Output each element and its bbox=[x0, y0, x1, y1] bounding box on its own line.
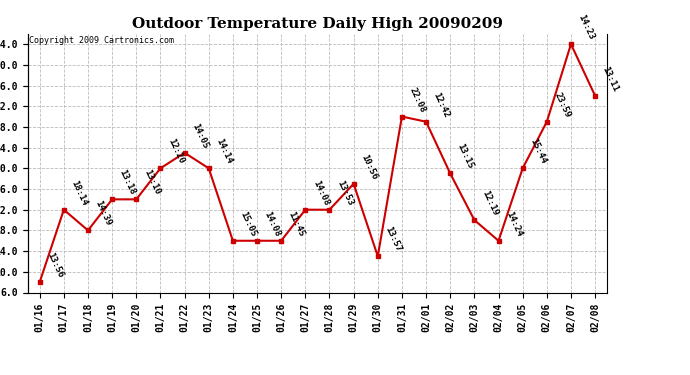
Text: 14:08: 14:08 bbox=[311, 179, 331, 207]
Text: 11:45: 11:45 bbox=[287, 210, 306, 238]
Text: 18:14: 18:14 bbox=[70, 179, 89, 207]
Text: 22:08: 22:08 bbox=[408, 86, 427, 114]
Text: 14:23: 14:23 bbox=[577, 13, 596, 41]
Text: 14:05: 14:05 bbox=[190, 122, 210, 150]
Text: 14:08: 14:08 bbox=[263, 210, 282, 238]
Text: 13:57: 13:57 bbox=[384, 225, 403, 254]
Text: 15:05: 15:05 bbox=[239, 210, 258, 238]
Text: 13:53: 13:53 bbox=[335, 179, 355, 207]
Text: 13:18: 13:18 bbox=[118, 168, 137, 196]
Text: 12:20: 12:20 bbox=[166, 137, 186, 165]
Text: 12:19: 12:19 bbox=[480, 189, 500, 217]
Text: 14:14: 14:14 bbox=[215, 137, 234, 165]
Text: 15:44: 15:44 bbox=[529, 137, 548, 165]
Text: 13:10: 13:10 bbox=[142, 168, 161, 196]
Text: 13:15: 13:15 bbox=[456, 142, 475, 171]
Text: 13:11: 13:11 bbox=[601, 65, 620, 93]
Text: Copyright 2009 Cartronics.com: Copyright 2009 Cartronics.com bbox=[29, 36, 174, 45]
Text: 14:39: 14:39 bbox=[94, 200, 113, 228]
Text: 12:42: 12:42 bbox=[432, 91, 451, 119]
Text: 13:56: 13:56 bbox=[46, 251, 65, 279]
Text: 10:56: 10:56 bbox=[359, 153, 379, 181]
Text: 14:24: 14:24 bbox=[504, 210, 524, 238]
Text: 23:59: 23:59 bbox=[553, 91, 572, 119]
Title: Outdoor Temperature Daily High 20090209: Outdoor Temperature Daily High 20090209 bbox=[132, 17, 503, 31]
